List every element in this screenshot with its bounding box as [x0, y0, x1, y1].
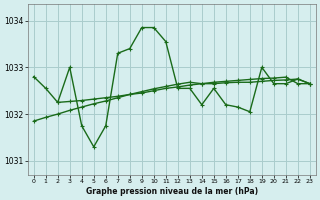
X-axis label: Graphe pression niveau de la mer (hPa): Graphe pression niveau de la mer (hPa)	[86, 187, 258, 196]
